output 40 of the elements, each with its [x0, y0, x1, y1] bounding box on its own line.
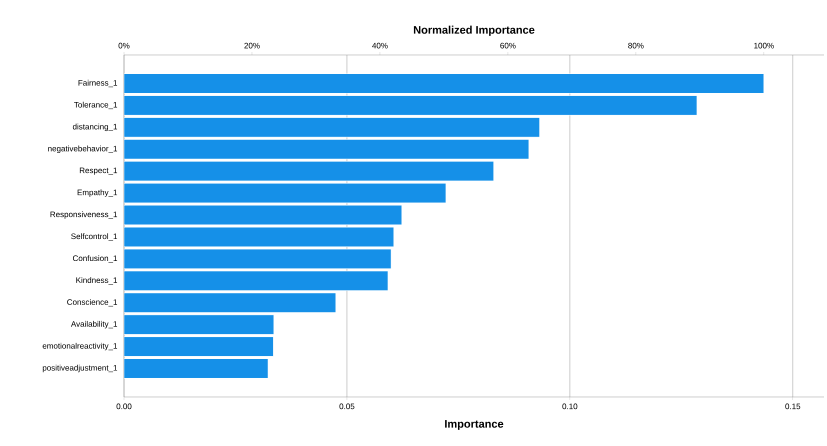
- bar: [124, 73, 764, 94]
- bar: [124, 95, 698, 116]
- x2-tick-label: 100%: [754, 42, 774, 48]
- y-tick-label: Respect_1: [80, 168, 118, 175]
- bar: [124, 139, 530, 160]
- x-tick-label: 0.05: [339, 404, 354, 410]
- x2-tick-label: 80%: [628, 42, 644, 48]
- bar: [124, 314, 274, 335]
- x2-axis-title: Normalized Importance: [414, 26, 534, 36]
- y-tick-label: Selfcontrol_1: [71, 233, 118, 241]
- y-tick-label: Fairness_1: [78, 80, 118, 88]
- x2-tick-label: 20%: [244, 42, 260, 48]
- x-axis-title: Importance: [445, 420, 504, 430]
- bar: [124, 292, 336, 313]
- y-tick-label: negativebehavior_1: [48, 146, 118, 153]
- y-tick-label: Empathy_1: [78, 189, 118, 197]
- bar: [124, 248, 392, 269]
- y-tick-label: emotionalreactivity_1: [42, 342, 118, 350]
- y-tick-label: Confusion_1: [72, 255, 118, 263]
- bar: [124, 358, 268, 378]
- x-tick-label: 0.15: [785, 404, 800, 410]
- bar: [124, 205, 402, 226]
- bar: [124, 270, 388, 291]
- bar: [124, 183, 446, 204]
- y-tick-label: Responsiveness_1: [50, 211, 118, 219]
- y-tick-label: Tolerance_1: [74, 102, 118, 110]
- x-tick-label: 0.10: [562, 404, 578, 410]
- bar: [124, 336, 274, 357]
- y-tick-label: Kindness_1: [76, 277, 118, 284]
- x2-tick-label: 0%: [118, 42, 130, 48]
- bar: [124, 226, 394, 247]
- x2-tick-label: 40%: [372, 42, 388, 48]
- y-tick-label: Availability_1: [70, 320, 118, 328]
- y-tick-label: Conscience_1: [67, 299, 118, 306]
- bar: [124, 161, 494, 182]
- y-tick-label: positiveadjustment_1: [42, 364, 118, 372]
- x-tick-label: 0.00: [116, 404, 132, 410]
- y-tick-label: distancing_1: [72, 124, 118, 132]
- bar: [124, 117, 540, 138]
- x2-tick-label: 60%: [500, 42, 516, 48]
